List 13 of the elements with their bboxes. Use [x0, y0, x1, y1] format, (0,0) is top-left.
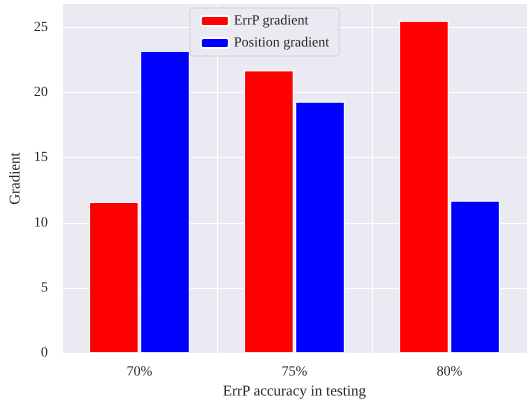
y-axis-title: Gradient	[8, 151, 24, 205]
legend-label: ErrP gradient	[234, 14, 308, 28]
x-tick-label: 75%	[282, 364, 308, 380]
x-tick-label: 70%	[126, 364, 153, 380]
y-tick-label: 15	[34, 150, 48, 166]
y-tick-label: 5	[40, 280, 48, 296]
y-tick-label: 0	[40, 346, 48, 361]
legend-label: Position gradient	[234, 36, 330, 50]
x-tick-label: 80%	[436, 364, 463, 380]
y-tick-label: 20	[34, 85, 48, 100]
y-tick-label: 10	[34, 215, 48, 230]
y-tick-label: 25	[34, 20, 48, 35]
x-axis-title: ErrP accuracy in testing	[222, 384, 367, 400]
